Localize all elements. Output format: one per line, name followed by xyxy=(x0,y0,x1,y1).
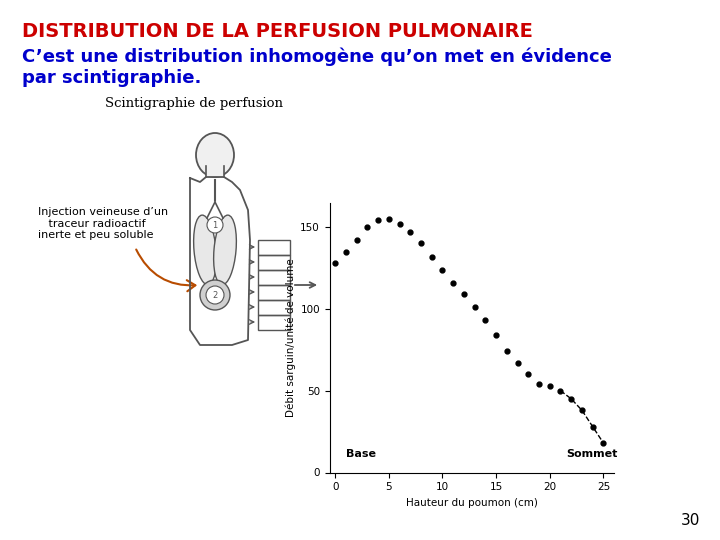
Bar xyxy=(258,270,290,285)
Circle shape xyxy=(200,280,230,310)
Text: 2: 2 xyxy=(212,291,217,300)
Text: Base: Base xyxy=(346,449,376,460)
Ellipse shape xyxy=(194,215,217,285)
Text: Scintigraphie de perfusion: Scintigraphie de perfusion xyxy=(105,97,283,110)
Text: par scintigraphie.: par scintigraphie. xyxy=(22,69,202,87)
Text: Injection veineuse d’un
   traceur radioactif
inerte et peu soluble: Injection veineuse d’un traceur radioact… xyxy=(38,207,168,240)
Circle shape xyxy=(207,217,223,233)
Ellipse shape xyxy=(196,133,234,177)
Bar xyxy=(258,300,290,315)
Circle shape xyxy=(206,286,224,304)
Ellipse shape xyxy=(214,215,236,285)
Bar xyxy=(258,240,290,255)
FancyArrowPatch shape xyxy=(136,249,195,291)
Text: 30: 30 xyxy=(680,513,700,528)
Bar xyxy=(258,315,290,330)
Bar xyxy=(258,285,290,300)
Bar xyxy=(258,255,290,270)
Y-axis label: Débit sarguin/unité de volume: Débit sarguin/unité de volume xyxy=(286,258,296,417)
Text: 1: 1 xyxy=(212,220,217,230)
Text: DISTRIBUTION DE LA PERFUSION PULMONAIRE: DISTRIBUTION DE LA PERFUSION PULMONAIRE xyxy=(22,22,533,41)
Text: Sommet: Sommet xyxy=(566,449,617,460)
Text: C’est une distribution inhomogène qu’on met en évidence: C’est une distribution inhomogène qu’on … xyxy=(22,48,612,66)
X-axis label: Hauteur du poumon (cm): Hauteur du poumon (cm) xyxy=(406,498,538,508)
